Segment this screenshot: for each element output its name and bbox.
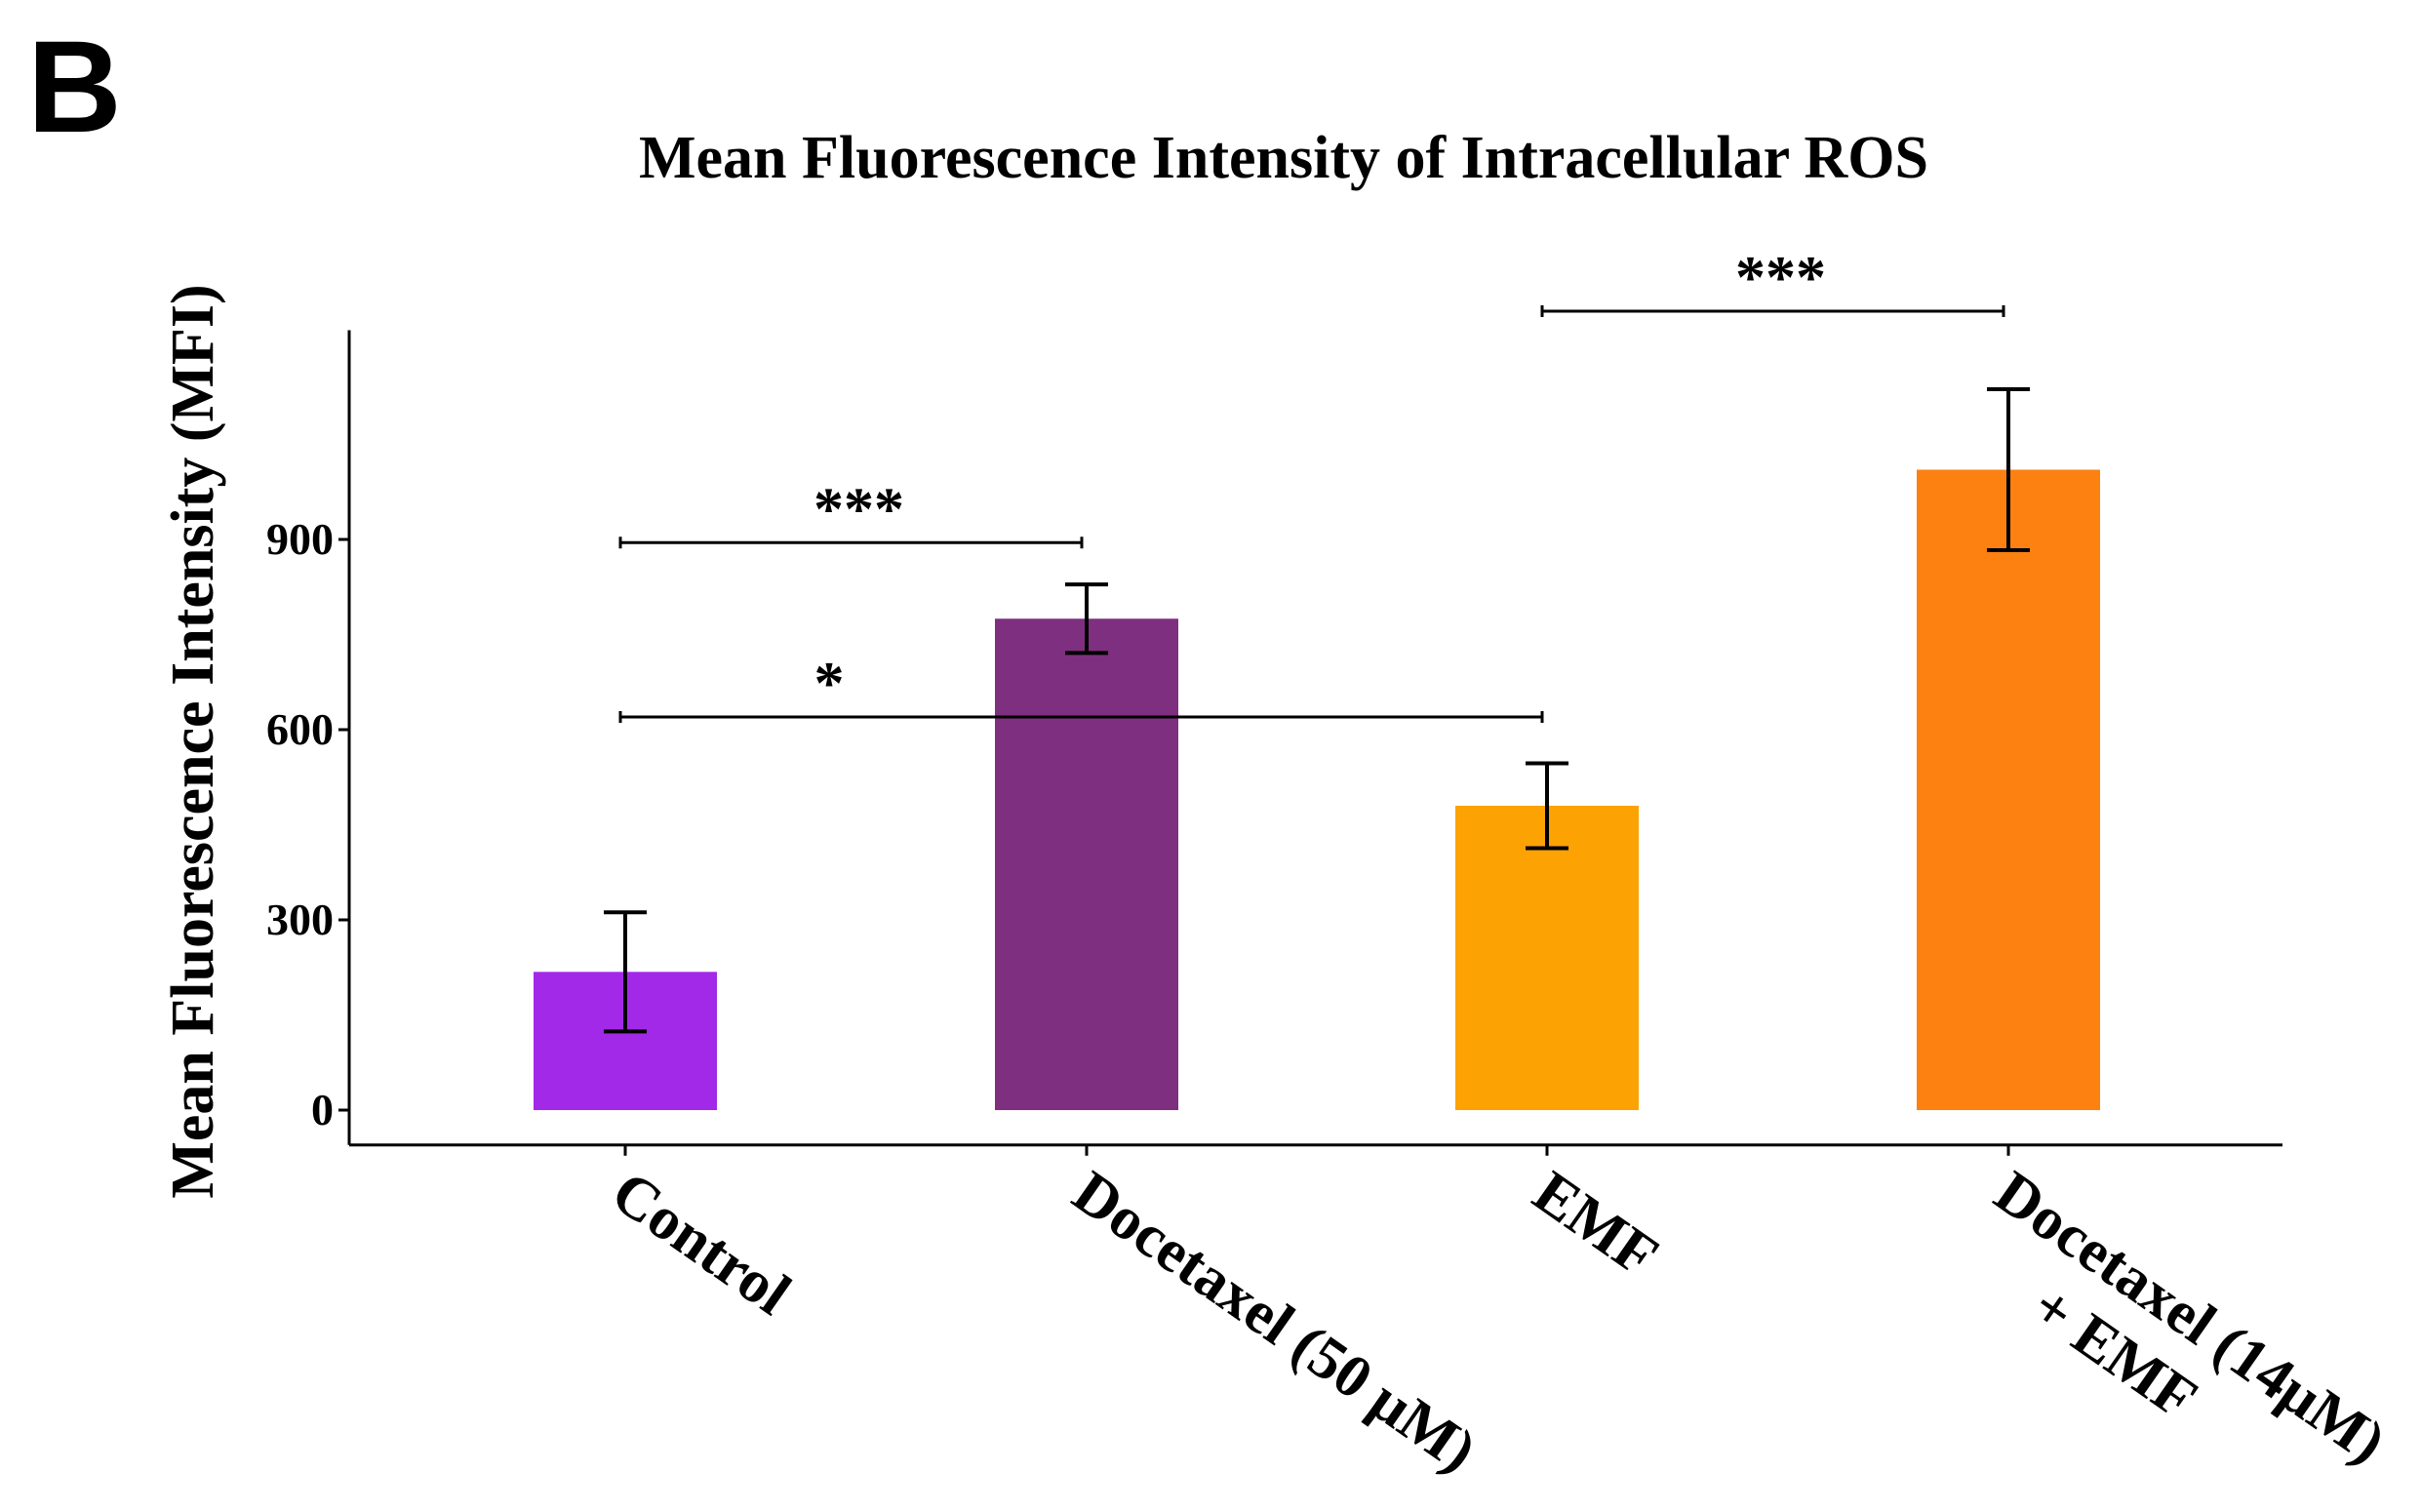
y-tick-label-900: 900 bbox=[266, 514, 334, 564]
plot-area: 0 300 600 900 Control Docetaxel (50 μM) EMF Doc… bbox=[266, 245, 2398, 1512]
bar-3 bbox=[1917, 469, 2100, 1110]
x-category-label-0: Control bbox=[600, 1159, 802, 1329]
y-tick-label-300: 300 bbox=[266, 895, 334, 944]
bar-2 bbox=[1455, 806, 1639, 1110]
significance-label-2: *** bbox=[1735, 245, 1826, 311]
x-category-label-line: Control bbox=[600, 1159, 802, 1329]
x-category-label-2: EMF bbox=[1522, 1159, 1670, 1291]
x-category-label-3: Docetaxel (14μM)+ EMF bbox=[1942, 1159, 2398, 1512]
y-tick-label-600: 600 bbox=[266, 704, 334, 754]
y-tick-label-0: 0 bbox=[311, 1085, 334, 1134]
significance-label-0: *** bbox=[814, 476, 904, 542]
significance-label-1: * bbox=[814, 651, 845, 717]
y-axis-title: Mean Fluorescence Intensity (MFI) bbox=[160, 284, 226, 1198]
x-category-label-line: EMF bbox=[1522, 1159, 1670, 1291]
x-category-label-1: Docetaxel (50 μM) bbox=[1061, 1159, 1488, 1486]
x-category-label-line: Docetaxel (50 μM) bbox=[1061, 1159, 1488, 1486]
bar-1 bbox=[995, 618, 1178, 1110]
panel-label: B bbox=[27, 15, 122, 160]
chart-title: Mean Fluorescence Intensity of Intracell… bbox=[639, 125, 1928, 191]
